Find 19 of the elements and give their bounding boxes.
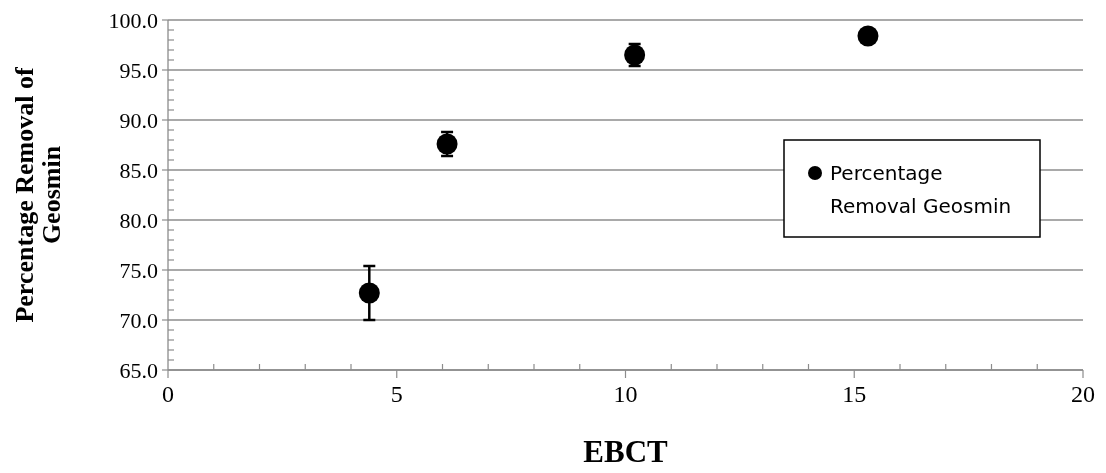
- x-tick-label: 5: [390, 381, 403, 407]
- y-tick-label: 100.0: [108, 7, 158, 33]
- y-tick-label: 85.0: [119, 157, 158, 183]
- point: [857, 25, 879, 47]
- y-tick-label: 80.0: [119, 207, 158, 233]
- y-tick-label: 65.0: [119, 357, 158, 383]
- point: [358, 282, 380, 304]
- x-tick-label: 20: [1071, 381, 1095, 407]
- y-tick-label: 90.0: [119, 107, 158, 133]
- x-tick-label: 0: [162, 381, 174, 407]
- y-tick-label: 70.0: [119, 307, 158, 333]
- x-axis-title: EBCT: [583, 434, 669, 469]
- y-tick-label: 75.0: [119, 257, 158, 283]
- x-tick-label: 10: [613, 381, 638, 407]
- y-axis-title: Percentage Removal of Geosmin: [10, 67, 66, 323]
- point: [624, 44, 646, 66]
- y-tick-label: 95.0: [119, 57, 158, 83]
- legend-label: Percentage Removal Geosmin: [830, 161, 1012, 218]
- x-tick-label: 15: [842, 381, 867, 407]
